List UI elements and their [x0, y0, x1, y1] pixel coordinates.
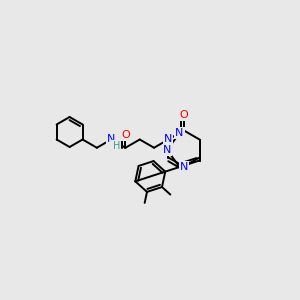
Text: N: N [107, 134, 116, 145]
Text: N: N [164, 134, 172, 145]
Text: N: N [175, 128, 184, 138]
Text: H: H [113, 141, 120, 151]
Text: N: N [180, 161, 188, 172]
Text: O: O [121, 130, 130, 140]
Text: N: N [163, 145, 171, 155]
Text: O: O [179, 110, 188, 121]
